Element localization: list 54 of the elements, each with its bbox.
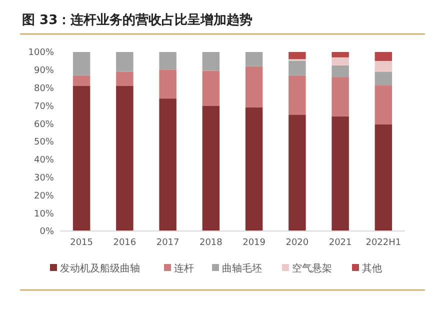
y-tick-label: 0% xyxy=(40,227,54,238)
x-tick-label: 2018 xyxy=(199,238,223,248)
bar xyxy=(332,116,349,231)
bar xyxy=(374,60,392,72)
bar xyxy=(245,107,263,231)
x-tick-label: 2022H1 xyxy=(366,238,402,248)
x-tick-label: 2017 xyxy=(156,238,180,248)
bar xyxy=(72,75,90,86)
y-tick-label: 60% xyxy=(34,120,54,130)
bar xyxy=(332,57,349,66)
y-tick-label: 70% xyxy=(34,102,54,112)
bar xyxy=(202,70,220,106)
bar xyxy=(374,52,392,61)
bar xyxy=(288,60,306,76)
legend-label: 连杆 xyxy=(174,262,194,274)
x-tick-label: 2019 xyxy=(242,238,266,248)
bar xyxy=(72,86,90,231)
bar xyxy=(72,52,90,76)
y-tick-label: 30% xyxy=(34,173,54,184)
bar xyxy=(332,77,349,116)
y-tick-label: 20% xyxy=(34,191,54,202)
bar xyxy=(116,86,134,231)
bar xyxy=(332,65,349,78)
legend-label: 曲轴毛坯 xyxy=(222,262,262,274)
bar xyxy=(374,72,392,86)
bar xyxy=(288,52,306,60)
y-tick-label: 50% xyxy=(34,138,54,148)
x-tick-label: 2015 xyxy=(70,238,94,248)
x-tick-label: 2016 xyxy=(113,238,136,248)
x-tick-label: 2021 xyxy=(328,238,352,248)
bar xyxy=(202,106,220,231)
bar xyxy=(245,52,263,66)
bar xyxy=(116,72,134,86)
bar xyxy=(245,66,263,108)
bar xyxy=(288,114,306,231)
y-tick-label: 40% xyxy=(34,156,54,166)
legend-label: 其他 xyxy=(362,262,382,274)
y-tick-label: 80% xyxy=(34,84,54,94)
bar xyxy=(159,98,176,231)
bar xyxy=(202,52,220,71)
bar xyxy=(116,52,134,72)
bar xyxy=(332,52,349,58)
chart-title: 图 33：连杆业务的营收占比呈增加趋势 xyxy=(22,12,253,28)
y-tick-label: 100% xyxy=(28,48,54,58)
legend-label: 发动机及船级曲轴 xyxy=(60,262,140,274)
legend-label: 空气悬架 xyxy=(292,262,332,274)
y-tick-label: 10% xyxy=(34,209,54,220)
bar xyxy=(288,75,306,115)
bar xyxy=(374,85,392,124)
bar xyxy=(374,124,392,231)
y-tick-label: 90% xyxy=(34,66,54,76)
x-tick-label: 2020 xyxy=(286,238,309,248)
bar xyxy=(159,52,176,70)
bar xyxy=(159,70,176,99)
